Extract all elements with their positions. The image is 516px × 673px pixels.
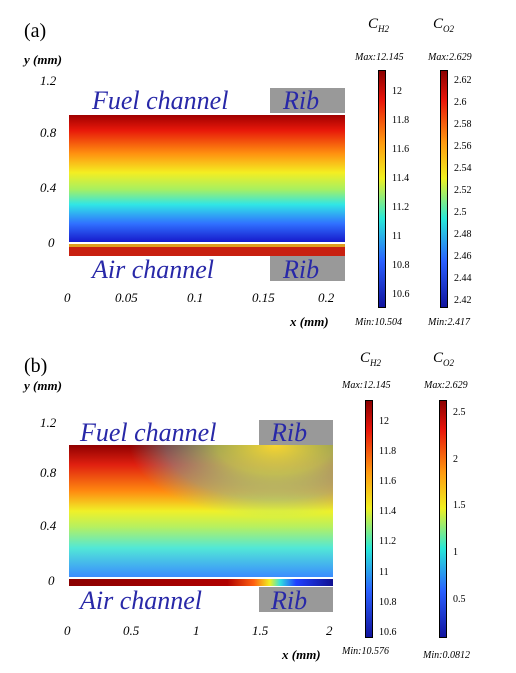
- colorbar-max-label: Max:12.145: [355, 52, 404, 63]
- panel-b-y-tick: 0.4: [40, 518, 57, 533]
- panel-a-y-tick: 1.2: [40, 73, 57, 88]
- colorbar-title: CO2: [433, 350, 455, 368]
- colorbar-tick: 2.5: [453, 407, 466, 418]
- colorbar-tick: 2.48: [454, 229, 472, 240]
- panel-a-rib-top-label: Rib: [283, 86, 320, 115]
- colorbar-tick: 2.5: [454, 207, 467, 218]
- panel-a-rib-bottom: [270, 256, 345, 281]
- panel-a-rib-top: [270, 88, 345, 113]
- panel-b-x-tick: 2: [326, 623, 333, 638]
- panel-b-x-tick: 0: [64, 623, 71, 638]
- panel-b-x-axis-label: x (mm): [282, 647, 321, 662]
- colorbar-tick: 11.2: [392, 202, 410, 213]
- panel-a-x-tick: 0.15: [252, 290, 275, 305]
- colorbar-tick: 10.8: [392, 260, 410, 271]
- colorbar-tick: 12: [379, 416, 389, 427]
- colorbar-tick: 11.6: [392, 144, 410, 155]
- colorbar-max-label: Max:2.629: [424, 380, 468, 391]
- panel-b-rib-top-label: Rib: [271, 418, 308, 447]
- colorbar-tick: 2.58: [454, 119, 472, 130]
- colorbar-tick: 2.6: [454, 97, 467, 108]
- colorbar-tick: 11.4: [379, 506, 397, 517]
- panel-a-y-axis-label: y (mm): [24, 52, 62, 67]
- colorbar-tick: 2.62: [454, 75, 472, 86]
- colorbar-tick: 1: [453, 547, 458, 558]
- colorbar-tick: 10.6: [392, 289, 410, 300]
- colorbar-title: CH2: [368, 16, 390, 34]
- panel-b-contour-plot: [69, 445, 333, 586]
- colorbar-gradient: [365, 400, 373, 638]
- colorbar-min-label: Min:10.576: [342, 646, 389, 657]
- colorbar-min-label: Min:0.0812: [423, 650, 470, 661]
- panel-a-y-tick: 0.4: [40, 180, 57, 195]
- panel-b-rib-top: [259, 420, 333, 445]
- panel-a-x-axis-label: x (mm): [290, 314, 329, 329]
- colorbar-gradient: [440, 70, 448, 308]
- panel-a-fuel-channel-label: Fuel channel: [92, 86, 229, 115]
- colorbar-tick: 2.46: [454, 251, 472, 262]
- colorbar-tick: 2.54: [454, 163, 472, 174]
- colorbar-tick: 11.6: [379, 476, 397, 487]
- panel-a-x-tick: 0.2: [318, 290, 335, 305]
- panel-a-label: (a): [24, 20, 47, 42]
- panel-a-x-tick: 0.1: [187, 290, 204, 305]
- panel-a-y-tick: 0.8: [40, 125, 57, 140]
- colorbar-tick: 11.8: [392, 115, 410, 126]
- panel-b-x-tick: 1.5: [252, 623, 269, 638]
- colorbar-gradient: [439, 400, 447, 638]
- panel-a-x-tick: 0: [64, 290, 71, 305]
- panel-a-x-tick: 0.05: [115, 290, 138, 305]
- colorbar-tick: 10.8: [379, 597, 397, 608]
- colorbar-tick: 11.8: [379, 446, 397, 457]
- panel-a-rib-bottom-label: Rib: [283, 255, 320, 284]
- colorbar-tick: 2.44: [454, 273, 472, 284]
- colorbar-tick: 1.5: [453, 500, 466, 511]
- colorbar-tick: 0.5: [453, 594, 466, 605]
- colorbar-tick: 11: [392, 231, 402, 242]
- colorbar-gradient: [378, 70, 386, 308]
- colorbar-tick: 11.2: [379, 536, 397, 547]
- panel-b-x-tick: 0.5: [123, 623, 140, 638]
- panel-a-air-channel-label: Air channel: [92, 255, 215, 284]
- colorbar-tick: 11.4: [392, 173, 410, 184]
- colorbar-tick: 2.56: [454, 141, 472, 152]
- colorbar-tick: 11: [379, 567, 389, 578]
- colorbar-min-label: Min:2.417: [428, 317, 470, 328]
- panel-b-x-tick: 1: [193, 623, 200, 638]
- panel-a-contour-plot: [69, 115, 345, 256]
- panel-b-y-tick: 1.2: [40, 415, 57, 430]
- panel-b-rib-bottom: [259, 587, 333, 612]
- colorbar-max-label: Max:12.145: [342, 380, 391, 391]
- colorbar-max-label: Max:2.629: [428, 52, 472, 63]
- colorbar-tick: 10.6: [379, 627, 397, 638]
- colorbar-min-label: Min:10.504: [355, 317, 402, 328]
- colorbar-tick: 2.52: [454, 185, 472, 196]
- colorbar-tick: 2.42: [454, 295, 472, 306]
- panel-b-y-tick: 0: [48, 573, 55, 588]
- panel-b-fuel-channel-label: Fuel channel: [80, 418, 217, 447]
- panel-b-y-tick: 0.8: [40, 465, 57, 480]
- panel-b-air-channel-label: Air channel: [80, 586, 203, 615]
- panel-b-y-axis-label: y (mm): [24, 378, 62, 393]
- panel-a-y-tick: 0: [48, 235, 55, 250]
- colorbar-title: CO2: [433, 16, 455, 34]
- panel-b-label: (b): [24, 355, 48, 377]
- colorbar-title: CH2: [360, 350, 382, 368]
- colorbar-tick: 2: [453, 454, 458, 465]
- colorbar-tick: 12: [392, 86, 402, 97]
- panel-b-rib-bottom-label: Rib: [271, 586, 308, 615]
